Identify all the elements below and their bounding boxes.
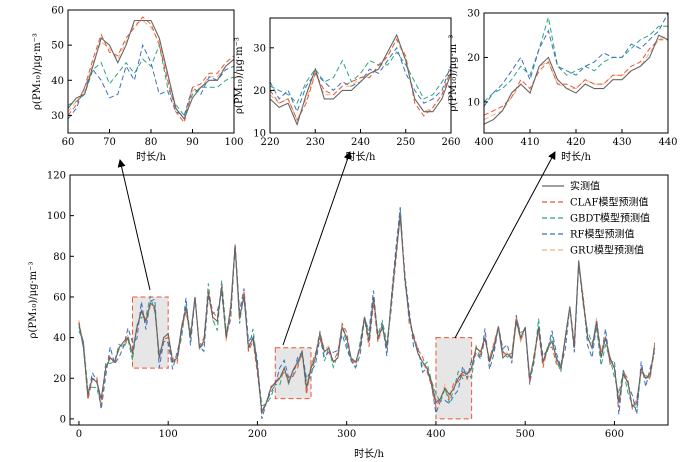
inset-2-x-tick-label: 250 bbox=[396, 137, 415, 148]
highlight-box-3 bbox=[435, 337, 473, 420]
inset-3-series-CLAF模型预测值 bbox=[483, 39, 668, 116]
inset-3-x-axis-label: 时长/h bbox=[561, 151, 591, 163]
inset-2-y-tick-label: 20 bbox=[253, 86, 266, 97]
inset-3-x-tick-label: 420 bbox=[566, 137, 585, 148]
inset-1-x-tick-label: 70 bbox=[103, 137, 116, 148]
inset-3-y-tick-label: 10 bbox=[467, 97, 480, 108]
inset-1-x-axis-label: 时长/h bbox=[136, 151, 166, 163]
highlight-box-1 bbox=[131, 296, 169, 369]
inset-3-background bbox=[484, 13, 668, 133]
inset-2-y-axis-label: ρ(PM₁₀)/μg·m⁻³ bbox=[234, 37, 245, 114]
inset-1-background bbox=[68, 10, 234, 133]
inset-1-y-axis-label: ρ(PM₁₀)/μg·m⁻³ bbox=[32, 33, 43, 110]
inset-1-series-GBDT模型预测值 bbox=[67, 43, 235, 117]
inset-3-series-GBDT模型预测值 bbox=[483, 17, 668, 103]
inset-2-series-CLAF模型预测值 bbox=[269, 38, 452, 122]
zoom-arrow-2 bbox=[282, 151, 352, 346]
legend-label: RF模型预测值 bbox=[570, 228, 634, 241]
main-plot-frame bbox=[69, 174, 669, 426]
inset-3-y-tick-label: 20 bbox=[467, 53, 480, 64]
main-x-tick-label: 600 bbox=[605, 429, 624, 440]
main-y-tick-label: 60 bbox=[53, 292, 66, 303]
legend-label: GRU模型预测值 bbox=[570, 244, 644, 257]
main-series-CLAF模型预测值 bbox=[78, 213, 656, 413]
main-x-tick-label: 100 bbox=[159, 429, 178, 440]
inset-1-x-tick-label: 80 bbox=[145, 137, 158, 148]
main-x-tick-label: 0 bbox=[76, 429, 82, 440]
inset-1-y-tick-label: 60 bbox=[51, 6, 64, 17]
main-x-axis-label: 时长/h bbox=[354, 448, 384, 460]
inset-1-x-tick-label: 60 bbox=[62, 137, 75, 148]
inset-2-y-tick-label: 10 bbox=[253, 129, 266, 140]
zoom-arrow-1 bbox=[117, 159, 151, 291]
inset-2-y-tick-label: 30 bbox=[253, 43, 266, 54]
legend-label: CLAF模型预测值 bbox=[570, 196, 648, 209]
legend-label: 实测值 bbox=[570, 180, 600, 193]
main-y-tick-label: 120 bbox=[47, 171, 66, 182]
main-y-tick-label: 20 bbox=[53, 374, 66, 385]
main-x-tick-label: 400 bbox=[426, 429, 445, 440]
inset-2-series-实测值 bbox=[269, 33, 452, 127]
inset-3-x-tick-label: 440 bbox=[658, 137, 677, 148]
inset-1-series-GRU模型预测值 bbox=[67, 19, 235, 120]
inset-3-series-RF模型预测值 bbox=[483, 12, 669, 107]
inset-3-series-实测值 bbox=[483, 34, 669, 125]
main-x-tick-label: 500 bbox=[516, 429, 535, 440]
inset-2-x-tick-label: 230 bbox=[306, 137, 325, 148]
inset-1-series-RF模型预测值 bbox=[67, 43, 235, 120]
inset-3-x-tick-label: 400 bbox=[474, 137, 493, 148]
main-y-tick-label: 80 bbox=[53, 252, 66, 263]
main-y-tick-label: 0 bbox=[60, 414, 66, 425]
main-y-axis-label: ρ(PM₁₀)/μg·m⁻³ bbox=[28, 262, 39, 339]
inset-3-y-axis-label: ρ(PM₁₀)/μg·m⁻³ bbox=[448, 35, 459, 112]
inset-2-x-axis-label: 时长/h bbox=[346, 151, 376, 163]
inset-1-x-tick-label: 90 bbox=[186, 137, 199, 148]
main-y-tick-label: 100 bbox=[47, 211, 66, 222]
inset-1-y-tick-label: 40 bbox=[51, 76, 64, 87]
zoom-arrow-3 bbox=[454, 151, 556, 339]
main-series-实测值 bbox=[78, 215, 656, 415]
inset-1-series-实测值 bbox=[67, 19, 235, 120]
inset-2-series-GBDT模型预测值 bbox=[269, 51, 452, 105]
inset-3-y-tick-label: 30 bbox=[467, 9, 480, 20]
inset-1-y-tick-label: 30 bbox=[51, 111, 64, 122]
inset-2-x-tick-label: 220 bbox=[260, 137, 279, 148]
inset-1-y-tick-label: 50 bbox=[51, 41, 64, 52]
main-x-tick-label: 200 bbox=[248, 429, 267, 440]
inset-3-x-tick-label: 430 bbox=[612, 137, 631, 148]
legend-label: GBDT模型预测值 bbox=[570, 212, 650, 225]
main-y-tick-label: 40 bbox=[53, 333, 66, 344]
inset-2-x-tick-label: 260 bbox=[441, 137, 460, 148]
main-x-tick-label: 300 bbox=[337, 429, 356, 440]
inset-1-series-CLAF模型预测值 bbox=[67, 16, 235, 124]
inset-3-x-tick-label: 410 bbox=[520, 137, 539, 148]
inset-1-x-tick-label: 100 bbox=[224, 137, 243, 148]
inset-2-x-tick-label: 240 bbox=[351, 137, 370, 148]
